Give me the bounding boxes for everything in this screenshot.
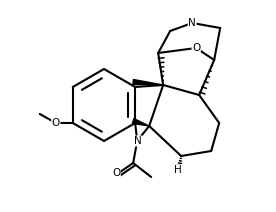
Text: H: H [174, 165, 182, 175]
Text: O: O [112, 168, 120, 178]
Text: N: N [134, 136, 142, 146]
Text: N: N [188, 18, 196, 28]
Polygon shape [132, 119, 149, 126]
Text: O: O [192, 43, 200, 53]
Polygon shape [133, 80, 163, 85]
Text: O: O [52, 118, 60, 128]
